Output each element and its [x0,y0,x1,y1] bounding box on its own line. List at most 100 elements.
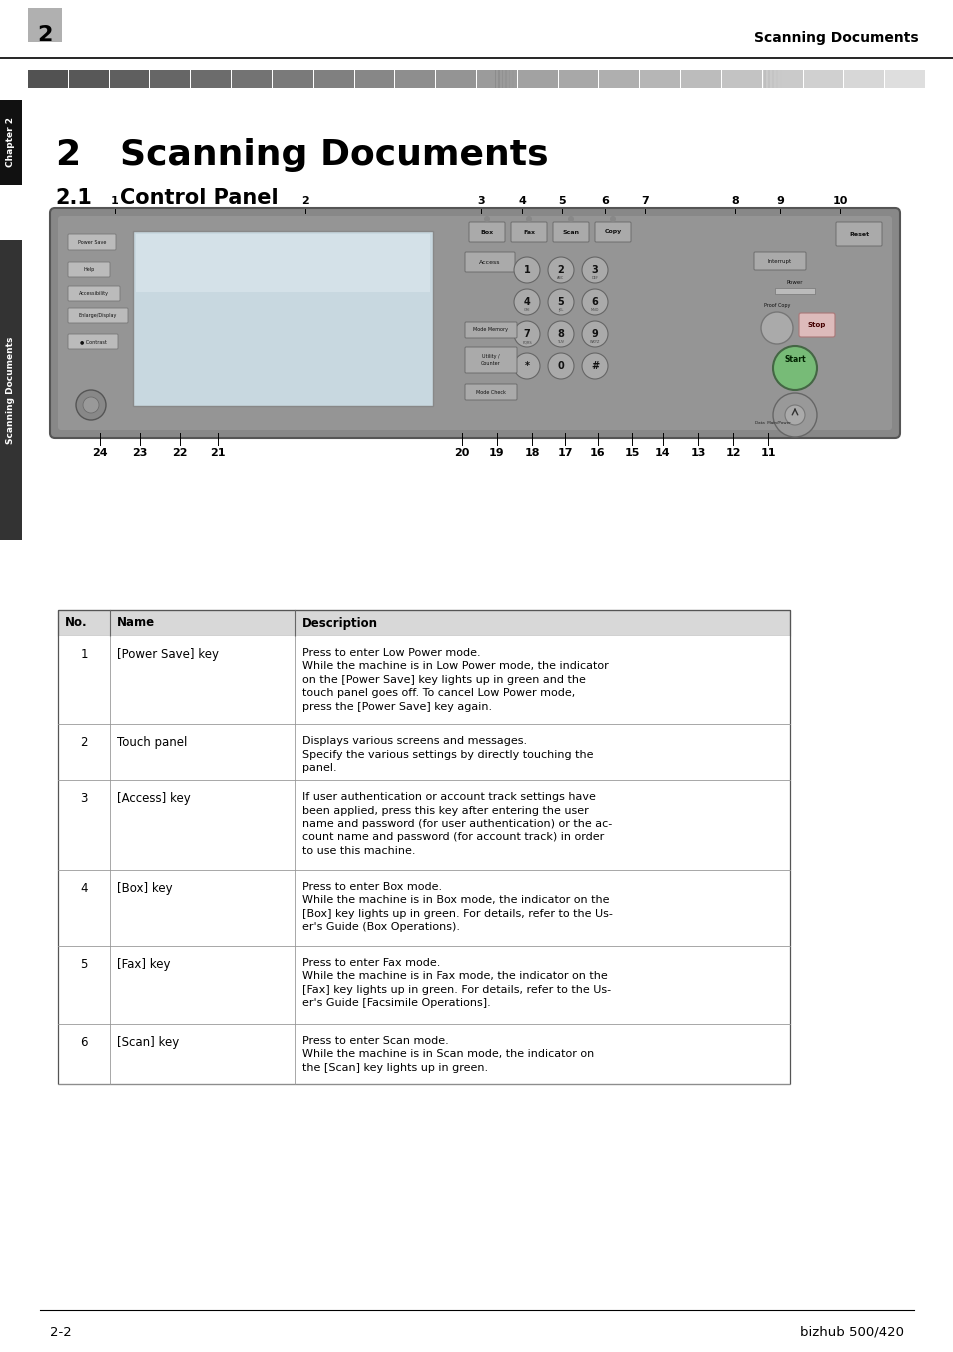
FancyBboxPatch shape [68,234,116,250]
Bar [58,869,789,946]
Text: Touch panel: Touch panel [117,735,187,749]
Bar [762,70,801,88]
FancyBboxPatch shape [464,322,517,338]
Text: on the [Power Save] key lights up in green and the: on the [Power Save] key lights up in gre… [302,675,585,685]
Bar [680,70,720,88]
Text: 7: 7 [523,329,530,339]
Bar [395,70,435,88]
Text: 5: 5 [80,959,88,971]
Text: 0: 0 [558,361,564,370]
Text: Press to enter Scan mode.: Press to enter Scan mode. [302,1036,448,1046]
Text: 8: 8 [557,329,564,339]
Bar [132,231,433,406]
FancyBboxPatch shape [799,314,834,337]
Text: Mode Memory: Mode Memory [473,327,508,333]
Bar [151,70,190,88]
Text: 15: 15 [623,448,639,458]
Circle shape [581,289,607,315]
Bar [774,288,814,293]
Bar [501,70,503,88]
FancyBboxPatch shape [68,287,120,301]
Text: the [Scan] key lights up in green.: the [Scan] key lights up in green. [302,1063,488,1073]
Bar [721,70,760,88]
Text: Proof Copy: Proof Copy [763,303,789,307]
Text: [Power Save] key: [Power Save] key [117,648,219,661]
Text: Scanning Documents: Scanning Documents [754,31,918,45]
Circle shape [525,216,532,222]
Text: 4: 4 [80,882,88,895]
FancyBboxPatch shape [68,308,128,323]
Text: er's Guide [Facsimile Operations].: er's Guide [Facsimile Operations]. [302,999,490,1009]
Bar [355,70,394,88]
Text: Power Save: Power Save [78,239,106,245]
Text: Access: Access [478,260,500,265]
Text: While the machine is in Fax mode, the indicator on the: While the machine is in Fax mode, the in… [302,972,607,982]
Text: er's Guide (Box Operations).: er's Guide (Box Operations). [302,922,459,933]
Circle shape [514,257,539,283]
Text: JKL: JKL [558,308,563,312]
FancyBboxPatch shape [464,384,517,400]
Text: ABC: ABC [557,276,564,280]
Text: Fax: Fax [522,230,535,234]
Text: Displays various screens and messages.: Displays various screens and messages. [302,735,527,746]
Text: 12: 12 [724,448,740,458]
Text: 2.1: 2.1 [55,188,91,208]
Circle shape [76,389,106,420]
Circle shape [760,312,792,343]
Text: 4: 4 [517,196,525,206]
Text: Start: Start [783,356,805,365]
Text: Accessibility: Accessibility [79,291,109,296]
Text: While the machine is in Low Power mode, the indicator: While the machine is in Low Power mode, … [302,661,608,672]
Text: [Access] key: [Access] key [117,792,191,804]
Circle shape [514,289,539,315]
Text: 7: 7 [640,196,648,206]
Text: GHI: GHI [523,308,530,312]
Text: 16: 16 [590,448,605,458]
Text: [Fax] key lights up in green. For details, refer to the Us-: [Fax] key lights up in green. For detail… [302,986,611,995]
Text: MNO: MNO [590,308,598,312]
Text: 17: 17 [557,448,572,458]
Text: Help: Help [83,266,94,272]
Bar [639,70,679,88]
Text: While the machine is in Scan mode, the indicator on: While the machine is in Scan mode, the i… [302,1049,594,1060]
Text: press the [Power Save] key again.: press the [Power Save] key again. [302,702,492,713]
Text: 5: 5 [558,297,564,307]
Text: Chapter 2: Chapter 2 [7,118,15,168]
Text: Press to enter Low Power mode.: Press to enter Low Power mode. [302,648,480,658]
Bar [58,610,789,635]
Bar [767,70,769,88]
Text: 6: 6 [591,297,598,307]
Text: Scanning Documents: Scanning Documents [7,337,15,443]
Bar [884,70,924,88]
Circle shape [784,406,804,425]
Text: 1: 1 [523,265,530,274]
Text: Specify the various settings by directly touching the: Specify the various settings by directly… [302,749,593,760]
Bar [763,70,765,88]
Circle shape [567,216,574,222]
Bar [58,946,789,1023]
Bar [780,70,781,88]
Text: 8: 8 [730,196,739,206]
Text: 3: 3 [80,792,88,804]
Text: Name: Name [117,617,155,630]
FancyBboxPatch shape [595,222,630,242]
Text: Box: Box [480,230,493,234]
Text: DEF: DEF [591,276,598,280]
Text: [Scan] key: [Scan] key [117,1036,179,1049]
FancyBboxPatch shape [469,222,504,242]
Text: TUV: TUV [557,339,564,343]
Text: Description: Description [302,617,377,630]
Text: #: # [590,361,598,370]
Text: 6: 6 [600,196,608,206]
Circle shape [581,257,607,283]
Text: 9: 9 [775,196,783,206]
Circle shape [514,320,539,347]
Text: been applied, press this key after entering the user: been applied, press this key after enter… [302,806,588,815]
Text: 4: 4 [523,297,530,307]
Bar [232,70,272,88]
Bar [495,70,496,88]
Text: Stop: Stop [807,322,825,329]
Bar [802,70,842,88]
Text: 19: 19 [489,448,504,458]
Text: 11: 11 [760,448,775,458]
